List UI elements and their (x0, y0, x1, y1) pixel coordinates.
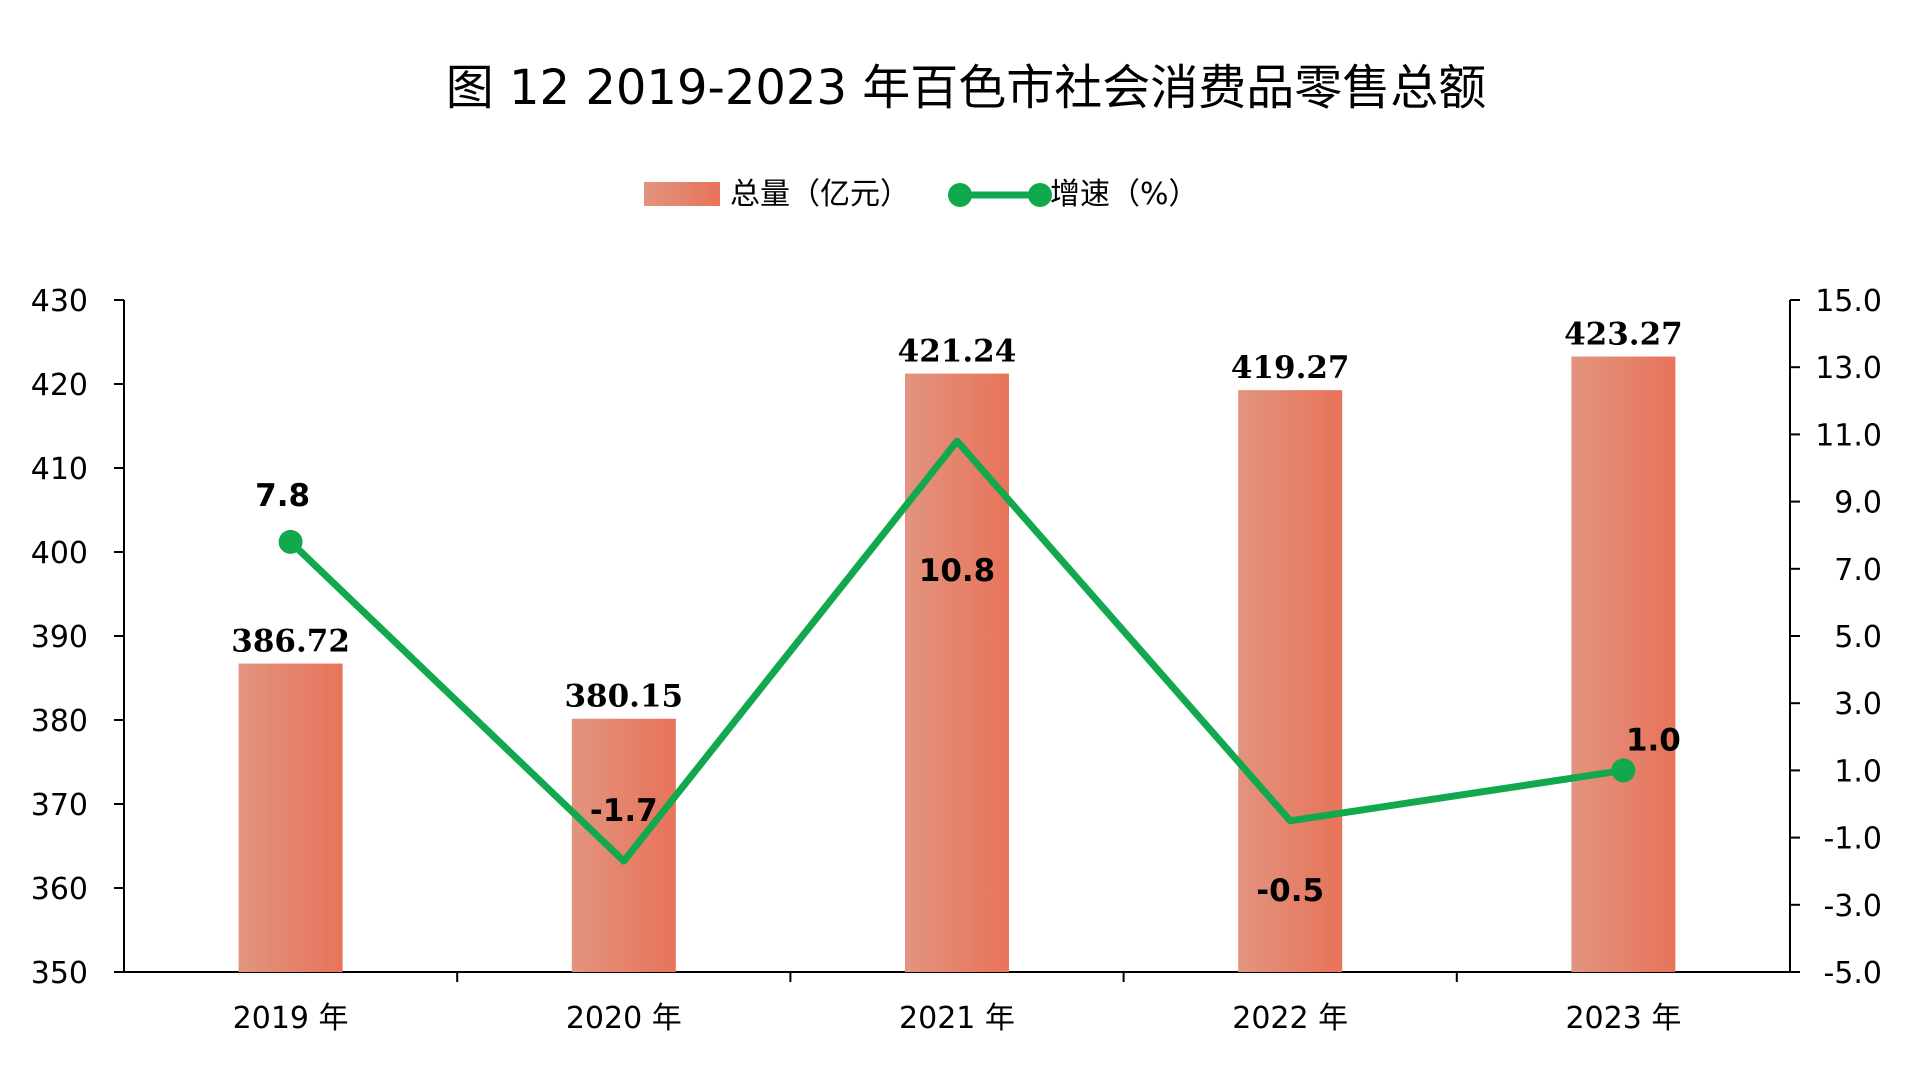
right-tick-label: -3.0 (1823, 889, 1882, 924)
bar-value-label: 423.27 (1564, 317, 1683, 353)
right-tick-label: 3.0 (1834, 687, 1882, 722)
bar-series (238, 356, 1676, 973)
left-tick-label: 400 (31, 536, 88, 571)
right-tick-label: -5.0 (1823, 956, 1882, 991)
right-tick-label: 13.0 (1815, 351, 1882, 386)
bar (1238, 390, 1343, 973)
right-tick-label: 5.0 (1834, 620, 1882, 655)
left-tick-label: 380 (31, 704, 88, 739)
bar (905, 373, 1009, 973)
line-value-label: -0.5 (1256, 873, 1324, 909)
axes: 430 420 410 400 390 380 370 360 350 15.0 13.0 11.0 9… (31, 284, 1882, 1036)
line-value-label: 10.8 (919, 553, 996, 589)
left-tick-label: 350 (31, 956, 88, 991)
left-tick-label: 420 (31, 368, 88, 403)
left-tick-label: 430 (31, 284, 88, 319)
x-tick-label: 2021 年 (899, 1001, 1015, 1036)
bar (238, 663, 343, 972)
bar (1571, 356, 1676, 973)
bar-value-label: 421.24 (898, 334, 1017, 370)
line-value-label: -1.7 (590, 793, 658, 829)
bar-value-label: 380.15 (564, 679, 683, 715)
right-tick-label: 15.0 (1815, 284, 1882, 319)
line-value-label: 1.0 (1626, 722, 1681, 758)
right-tick-label: -1.0 (1823, 822, 1882, 857)
chart-title: 图 12 2019-2023 年百色市社会消费品零售总额 (445, 60, 1487, 116)
legend-bar-swatch (644, 182, 720, 206)
line-marker (278, 529, 303, 554)
line-series (278, 437, 1636, 865)
legend-line-marker (948, 183, 972, 207)
growth-line (288, 437, 1624, 865)
x-tick-label: 2020 年 (566, 1001, 682, 1036)
right-tick-label: 1.0 (1834, 754, 1882, 789)
legend-line-label: 增速（%） (1050, 177, 1199, 212)
right-tick-label: 11.0 (1815, 418, 1882, 453)
legend: 总量（亿元） 增速（%） (644, 177, 1199, 212)
x-tick-label: 2023 年 (1565, 1001, 1681, 1036)
legend-line-marker (1028, 183, 1052, 207)
data-labels: 386.72 380.15 421.24 419.27 423.27 7.8 -1.7 10.… (231, 317, 1682, 909)
bar (571, 718, 676, 972)
right-tick-label: 7.0 (1834, 553, 1882, 588)
left-tick-label: 410 (31, 452, 88, 487)
left-tick-label: 390 (31, 620, 88, 655)
left-tick-label: 370 (31, 788, 88, 823)
x-tick-label: 2022 年 (1232, 1001, 1348, 1036)
line-value-label: 7.8 (255, 478, 310, 514)
bar-value-label: 419.27 (1231, 350, 1350, 386)
line-marker (1611, 758, 1636, 783)
left-tick-label: 360 (31, 872, 88, 907)
x-tick-label: 2019 年 (233, 1001, 349, 1036)
bar-value-label: 386.72 (231, 624, 350, 660)
legend-bar-label: 总量（亿元） (730, 177, 910, 212)
right-tick-label: 9.0 (1834, 486, 1882, 521)
